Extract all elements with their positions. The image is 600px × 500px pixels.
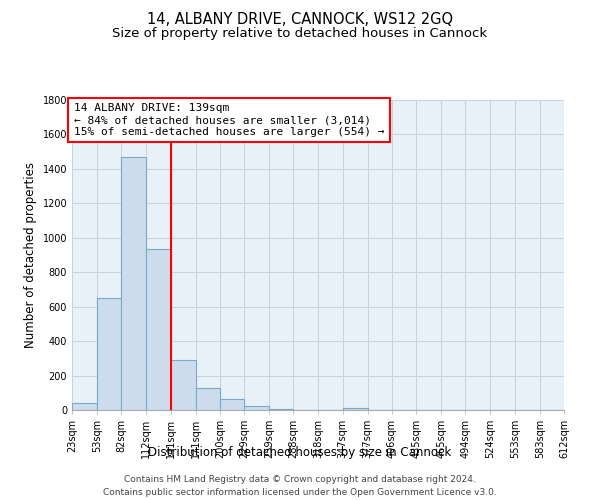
Text: Contains public sector information licensed under the Open Government Licence v3: Contains public sector information licen… xyxy=(103,488,497,497)
Bar xyxy=(244,406,269,410)
Text: 14 ALBANY DRIVE: 139sqm
← 84% of detached houses are smaller (3,014)
15% of semi: 14 ALBANY DRIVE: 139sqm ← 84% of detache… xyxy=(74,104,384,136)
Text: Distribution of detached houses by size in Cannock: Distribution of detached houses by size … xyxy=(148,446,452,459)
Bar xyxy=(220,399,244,410)
Bar xyxy=(121,157,146,410)
Text: 14, ALBANY DRIVE, CANNOCK, WS12 2GQ: 14, ALBANY DRIVE, CANNOCK, WS12 2GQ xyxy=(147,12,453,28)
Bar xyxy=(343,408,368,410)
Bar xyxy=(72,403,97,410)
Bar xyxy=(269,409,293,410)
Bar xyxy=(146,249,170,410)
Bar xyxy=(170,360,196,410)
Text: Contains HM Land Registry data © Crown copyright and database right 2024.: Contains HM Land Registry data © Crown c… xyxy=(124,476,476,484)
Bar xyxy=(196,388,220,410)
Y-axis label: Number of detached properties: Number of detached properties xyxy=(24,162,37,348)
Bar xyxy=(97,298,121,410)
Text: Size of property relative to detached houses in Cannock: Size of property relative to detached ho… xyxy=(112,28,488,40)
